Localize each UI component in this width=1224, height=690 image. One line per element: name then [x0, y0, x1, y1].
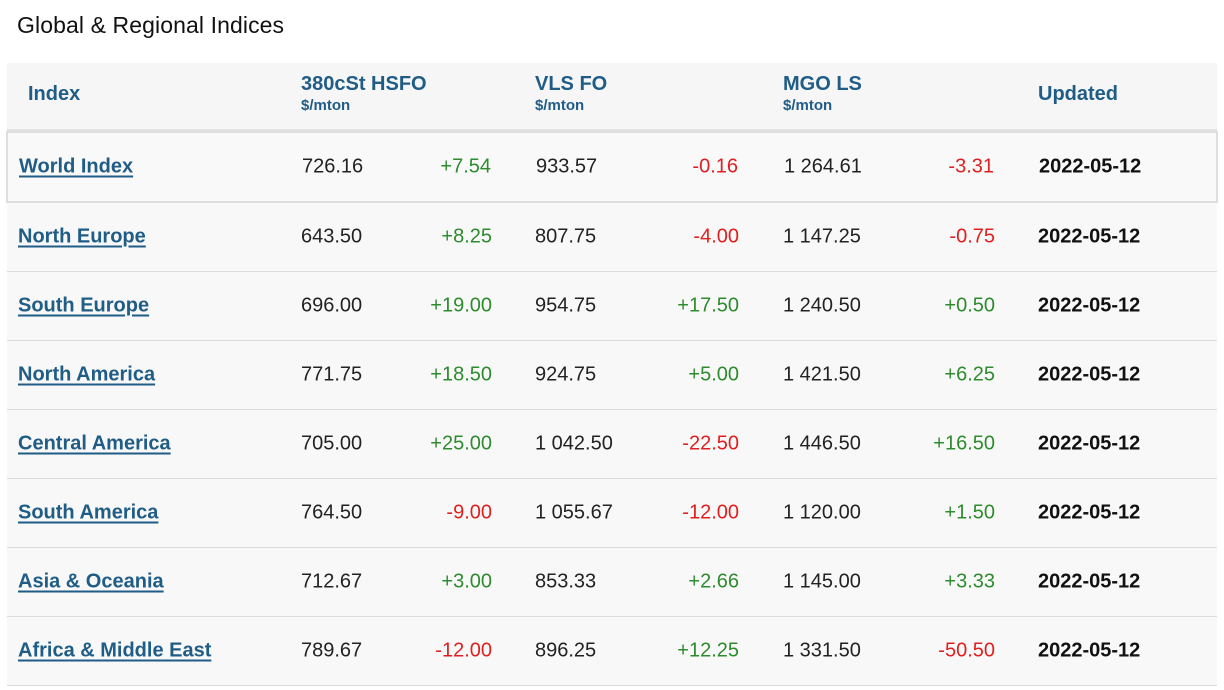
- mgo-price: 1 145.00: [783, 570, 861, 593]
- vls-price: 933.57: [536, 155, 598, 178]
- hsfo-price: 771.75: [301, 363, 363, 386]
- mgo-price: 1 421.50: [783, 363, 861, 386]
- vls-change: -22.50: [682, 432, 739, 455]
- hsfo-change: +19.00: [430, 294, 492, 317]
- hsfo-change: +25.00: [430, 432, 492, 455]
- table-row: South Europe 696.00 +19.00 954.75 +17.50…: [7, 272, 1217, 341]
- mgo-change: -50.50: [938, 639, 995, 662]
- updated-date: 2022-05-12: [1038, 570, 1141, 593]
- header-mgo: MGO LS $/mton: [783, 73, 862, 114]
- header-vls: VLS FO $/mton: [535, 73, 607, 114]
- mgo-change: -0.75: [949, 225, 995, 248]
- vls-price: 853.33: [535, 570, 597, 593]
- indices-table: Index 380cSt HSFO $/mton VLS FO $/mton M…: [6, 63, 1218, 686]
- mgo-price: 1 264.61: [784, 155, 862, 178]
- table-body: World Index 726.16 +7.54 933.57 -0.16 1 …: [6, 131, 1218, 686]
- vls-price: 807.75: [535, 225, 597, 248]
- header-vls-unit: $/mton: [535, 97, 585, 114]
- table-row: Central America 705.00 +25.00 1 042.50 -…: [7, 410, 1217, 479]
- vls-price: 954.75: [535, 294, 597, 317]
- table-row: North America 771.75 +18.50 924.75 +5.00…: [7, 341, 1217, 410]
- vls-change: -4.00: [693, 225, 739, 248]
- updated-date: 2022-05-12: [1038, 225, 1141, 248]
- header-mgo-label: MGO LS: [783, 73, 862, 95]
- vls-price: 924.75: [535, 363, 597, 386]
- header-mgo-unit: $/mton: [783, 97, 833, 114]
- table-row: Asia & Oceania 712.67 +3.00 853.33 +2.66…: [7, 548, 1217, 617]
- hsfo-change: -9.00: [446, 501, 492, 524]
- hsfo-price: 712.67: [301, 570, 363, 593]
- mgo-price: 1 446.50: [783, 432, 861, 455]
- table-row: Africa & Middle East 789.67 -12.00 896.2…: [7, 617, 1217, 686]
- header-hsfo-label: 380cSt HSFO: [301, 73, 427, 95]
- updated-date: 2022-05-12: [1039, 155, 1142, 178]
- region-link[interactable]: World Index: [19, 155, 134, 178]
- mgo-price: 1 240.50: [783, 294, 861, 317]
- hsfo-price: 643.50: [301, 225, 363, 248]
- mgo-price: 1 120.00: [783, 501, 861, 524]
- region-link[interactable]: Asia & Oceania: [18, 570, 164, 593]
- header-vls-label: VLS FO: [535, 73, 608, 95]
- region-link[interactable]: South America: [18, 501, 159, 524]
- mgo-change: +3.33: [944, 570, 995, 593]
- hsfo-change: +3.00: [441, 570, 492, 593]
- hsfo-change: -12.00: [435, 639, 492, 662]
- header-updated: Updated: [1038, 83, 1118, 105]
- vls-change: +17.50: [677, 294, 739, 317]
- mgo-price: 1 147.25: [783, 225, 861, 248]
- vls-change: -12.00: [682, 501, 739, 524]
- vls-change: +12.25: [677, 639, 739, 662]
- page-title: Global & Regional Indices: [17, 12, 285, 38]
- mgo-change: +1.50: [944, 501, 995, 524]
- vls-change: +2.66: [688, 570, 739, 593]
- mgo-change: +0.50: [944, 294, 995, 317]
- mgo-change: -3.31: [948, 155, 994, 178]
- region-link[interactable]: Africa & Middle East: [18, 639, 212, 662]
- vls-price: 1 055.67: [535, 501, 613, 524]
- updated-date: 2022-05-12: [1038, 294, 1141, 317]
- hsfo-price: 705.00: [301, 432, 363, 455]
- vls-price: 896.25: [535, 639, 597, 662]
- hsfo-change: +18.50: [430, 363, 492, 386]
- region-link[interactable]: North America: [18, 363, 156, 386]
- hsfo-change: +8.25: [441, 225, 492, 248]
- vls-change: -0.16: [692, 155, 738, 178]
- table-row: North Europe 643.50 +8.25 807.75 -4.00 1…: [7, 203, 1217, 272]
- updated-date: 2022-05-12: [1038, 639, 1141, 662]
- hsfo-price: 696.00: [301, 294, 363, 317]
- mgo-change: +6.25: [944, 363, 995, 386]
- vls-price: 1 042.50: [535, 432, 613, 455]
- region-link[interactable]: South Europe: [18, 294, 150, 317]
- region-link[interactable]: Central America: [18, 432, 171, 455]
- updated-date: 2022-05-12: [1038, 432, 1141, 455]
- table-row: World Index 726.16 +7.54 933.57 -0.16 1 …: [6, 131, 1218, 203]
- header-hsfo: 380cSt HSFO $/mton: [301, 73, 427, 114]
- header-index: Index: [28, 83, 81, 105]
- updated-date: 2022-05-12: [1038, 501, 1141, 524]
- table-row: South America 764.50 -9.00 1 055.67 -12.…: [7, 479, 1217, 548]
- mgo-price: 1 331.50: [783, 639, 861, 662]
- region-link[interactable]: North Europe: [18, 225, 146, 248]
- hsfo-price: 764.50: [301, 501, 363, 524]
- header-hsfo-unit: $/mton: [301, 97, 351, 114]
- mgo-change: +16.50: [933, 432, 995, 455]
- hsfo-price: 789.67: [301, 639, 363, 662]
- updated-date: 2022-05-12: [1038, 363, 1141, 386]
- hsfo-price: 726.16: [302, 155, 364, 178]
- vls-change: +5.00: [688, 363, 739, 386]
- hsfo-change: +7.54: [440, 155, 491, 178]
- table-header: Index 380cSt HSFO $/mton VLS FO $/mton M…: [7, 63, 1217, 131]
